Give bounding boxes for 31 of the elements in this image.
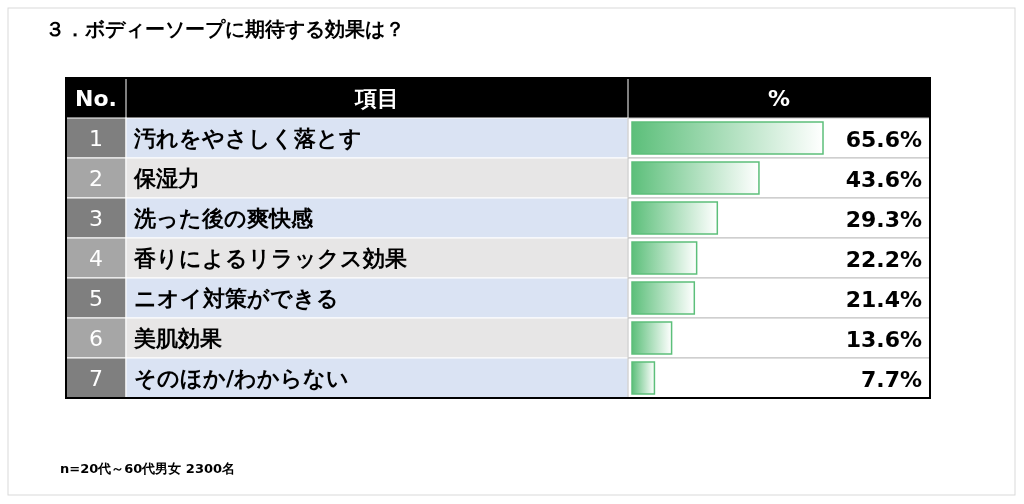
bar: [631, 201, 719, 235]
text: n=20代～60代男女 2300名: [60, 461, 236, 476]
data-label: 43.6%: [845, 167, 922, 192]
x-axis-title: %: [767, 86, 791, 111]
text: 4: [89, 246, 103, 271]
text: 3: [89, 206, 103, 231]
y-tick-label: 美肌効果: [133, 326, 223, 351]
y-axis-title: 項目: [354, 86, 399, 111]
text: 2: [89, 166, 103, 191]
text: 5: [89, 286, 103, 311]
text: 1: [89, 126, 103, 151]
y-tick-label: ニオイ対策ができる: [134, 286, 339, 311]
text: 7: [89, 366, 103, 391]
data-label: 29.3%: [845, 207, 922, 232]
y-tick-label: そのほか/わからない: [134, 366, 350, 391]
y-tick-label: 保湿力: [133, 166, 200, 191]
data-label: 13.6%: [845, 327, 922, 352]
bar: [631, 361, 656, 395]
data-label: 7.7%: [860, 367, 922, 392]
data-label: 21.4%: [845, 287, 922, 312]
data-label: 65.6%: [845, 127, 922, 152]
y-tick-label: 洗った後の爽快感: [133, 206, 314, 231]
y-tick-label: 香りによるリラックス効果: [133, 246, 408, 271]
data-label: 22.2%: [845, 247, 922, 272]
text: No.: [75, 86, 117, 111]
text: 6: [89, 326, 103, 351]
text: ３．ボディーソープに期待する効果は？: [45, 17, 405, 41]
bar: [631, 281, 696, 315]
y-tick-label: 汚れをやさしく落とす: [133, 126, 362, 151]
bar: [631, 321, 673, 355]
bar: [631, 241, 698, 275]
